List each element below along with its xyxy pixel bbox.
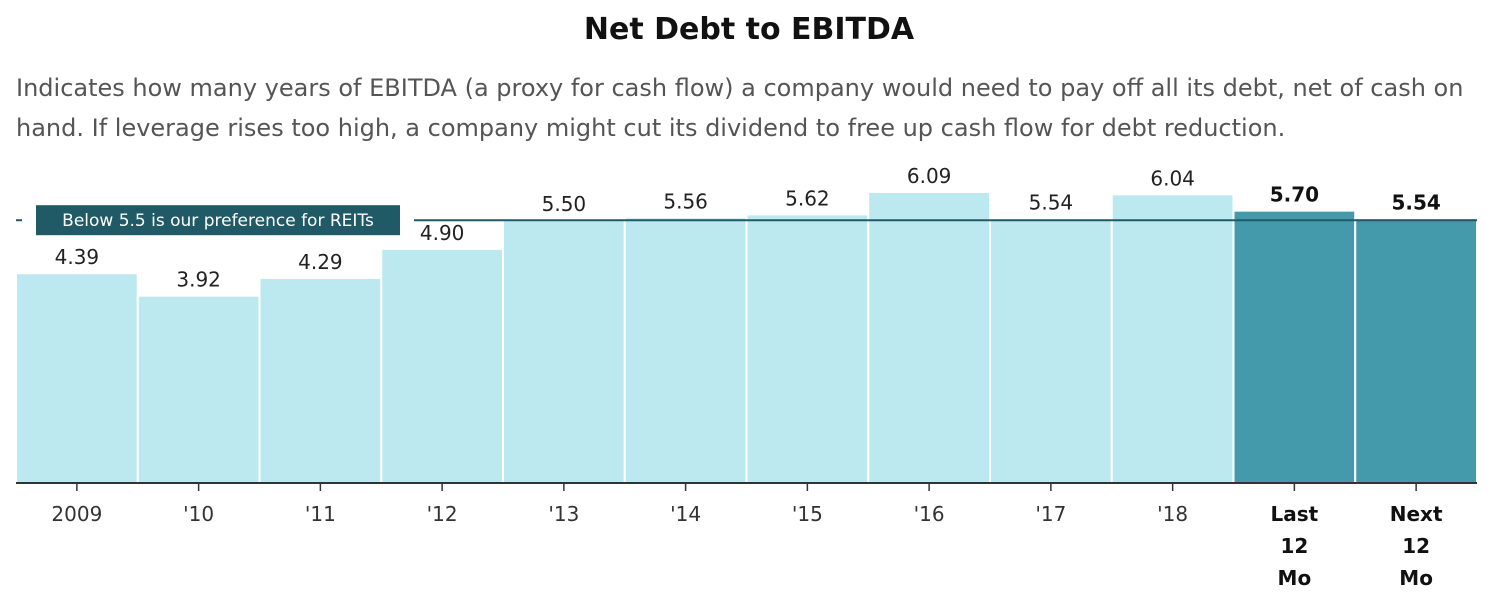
value-label-11: 5.54: [1391, 190, 1440, 214]
reference-line-group: Below 5.5 is our preference for REITs: [16, 204, 1477, 237]
bar-3: [380, 247, 504, 484]
bar-1: [136, 294, 261, 485]
bar-7: [867, 191, 991, 484]
reference-label-text: Below 5.5 is our preference for REITs: [62, 211, 374, 231]
tick-label-5: '14: [670, 502, 701, 526]
bar-5: [623, 216, 748, 484]
tick-label-7: '16: [914, 502, 945, 526]
chart-subtitle: Indicates how many years of EBITDA (a pr…: [16, 74, 1464, 142]
bars-group: [15, 191, 1478, 485]
bar-10: [1232, 209, 1357, 484]
value-label-5: 5.56: [663, 189, 708, 213]
value-label-9: 6.04: [1150, 166, 1195, 190]
bar-2: [258, 277, 383, 484]
tick-label-10: Last 12 Mo: [1271, 502, 1319, 590]
bar-9: [1110, 193, 1235, 484]
tick-label-6: '15: [792, 502, 823, 526]
value-label-2: 4.29: [298, 250, 343, 274]
bar-8: [989, 217, 1113, 484]
value-label-8: 5.54: [1029, 190, 1074, 214]
value-label-3: 4.90: [420, 221, 465, 245]
tick-label-1: '10: [183, 502, 214, 526]
tick-label-3: '12: [427, 502, 458, 526]
tick-label-4: '13: [548, 502, 579, 526]
reference-label-box: [36, 205, 400, 236]
value-labels-group: 4.39 3.92 4.29 4.90 5.50 5.56 5.62 6.09 5.54 6.04…: [55, 164, 1441, 292]
value-label-0: 4.39: [55, 245, 100, 269]
tick-label-9: '18: [1157, 502, 1188, 526]
value-label-7: 6.09: [907, 164, 952, 188]
value-label-4: 5.50: [542, 192, 587, 216]
value-label-6: 5.62: [785, 186, 830, 210]
bar-0: [15, 272, 139, 485]
tick-label-0: 2009: [51, 502, 102, 526]
bar-6: [745, 213, 870, 484]
value-label-1: 3.92: [176, 268, 221, 292]
bar-11: [1354, 217, 1478, 484]
tick-label-11: Next 12 Mo: [1390, 502, 1443, 590]
bar-4: [502, 219, 626, 485]
tick-label-8: '17: [1035, 502, 1066, 526]
x-axis-ticks-group: 2009 '10 '11 '12 '13 '14 '15 '16 '17 '18 Last 12 Mo N…: [51, 483, 1443, 590]
tick-label-2: '11: [305, 502, 336, 526]
chart-title: Net Debt to EBITDA: [583, 12, 915, 47]
value-label-10: 5.70: [1270, 183, 1319, 207]
